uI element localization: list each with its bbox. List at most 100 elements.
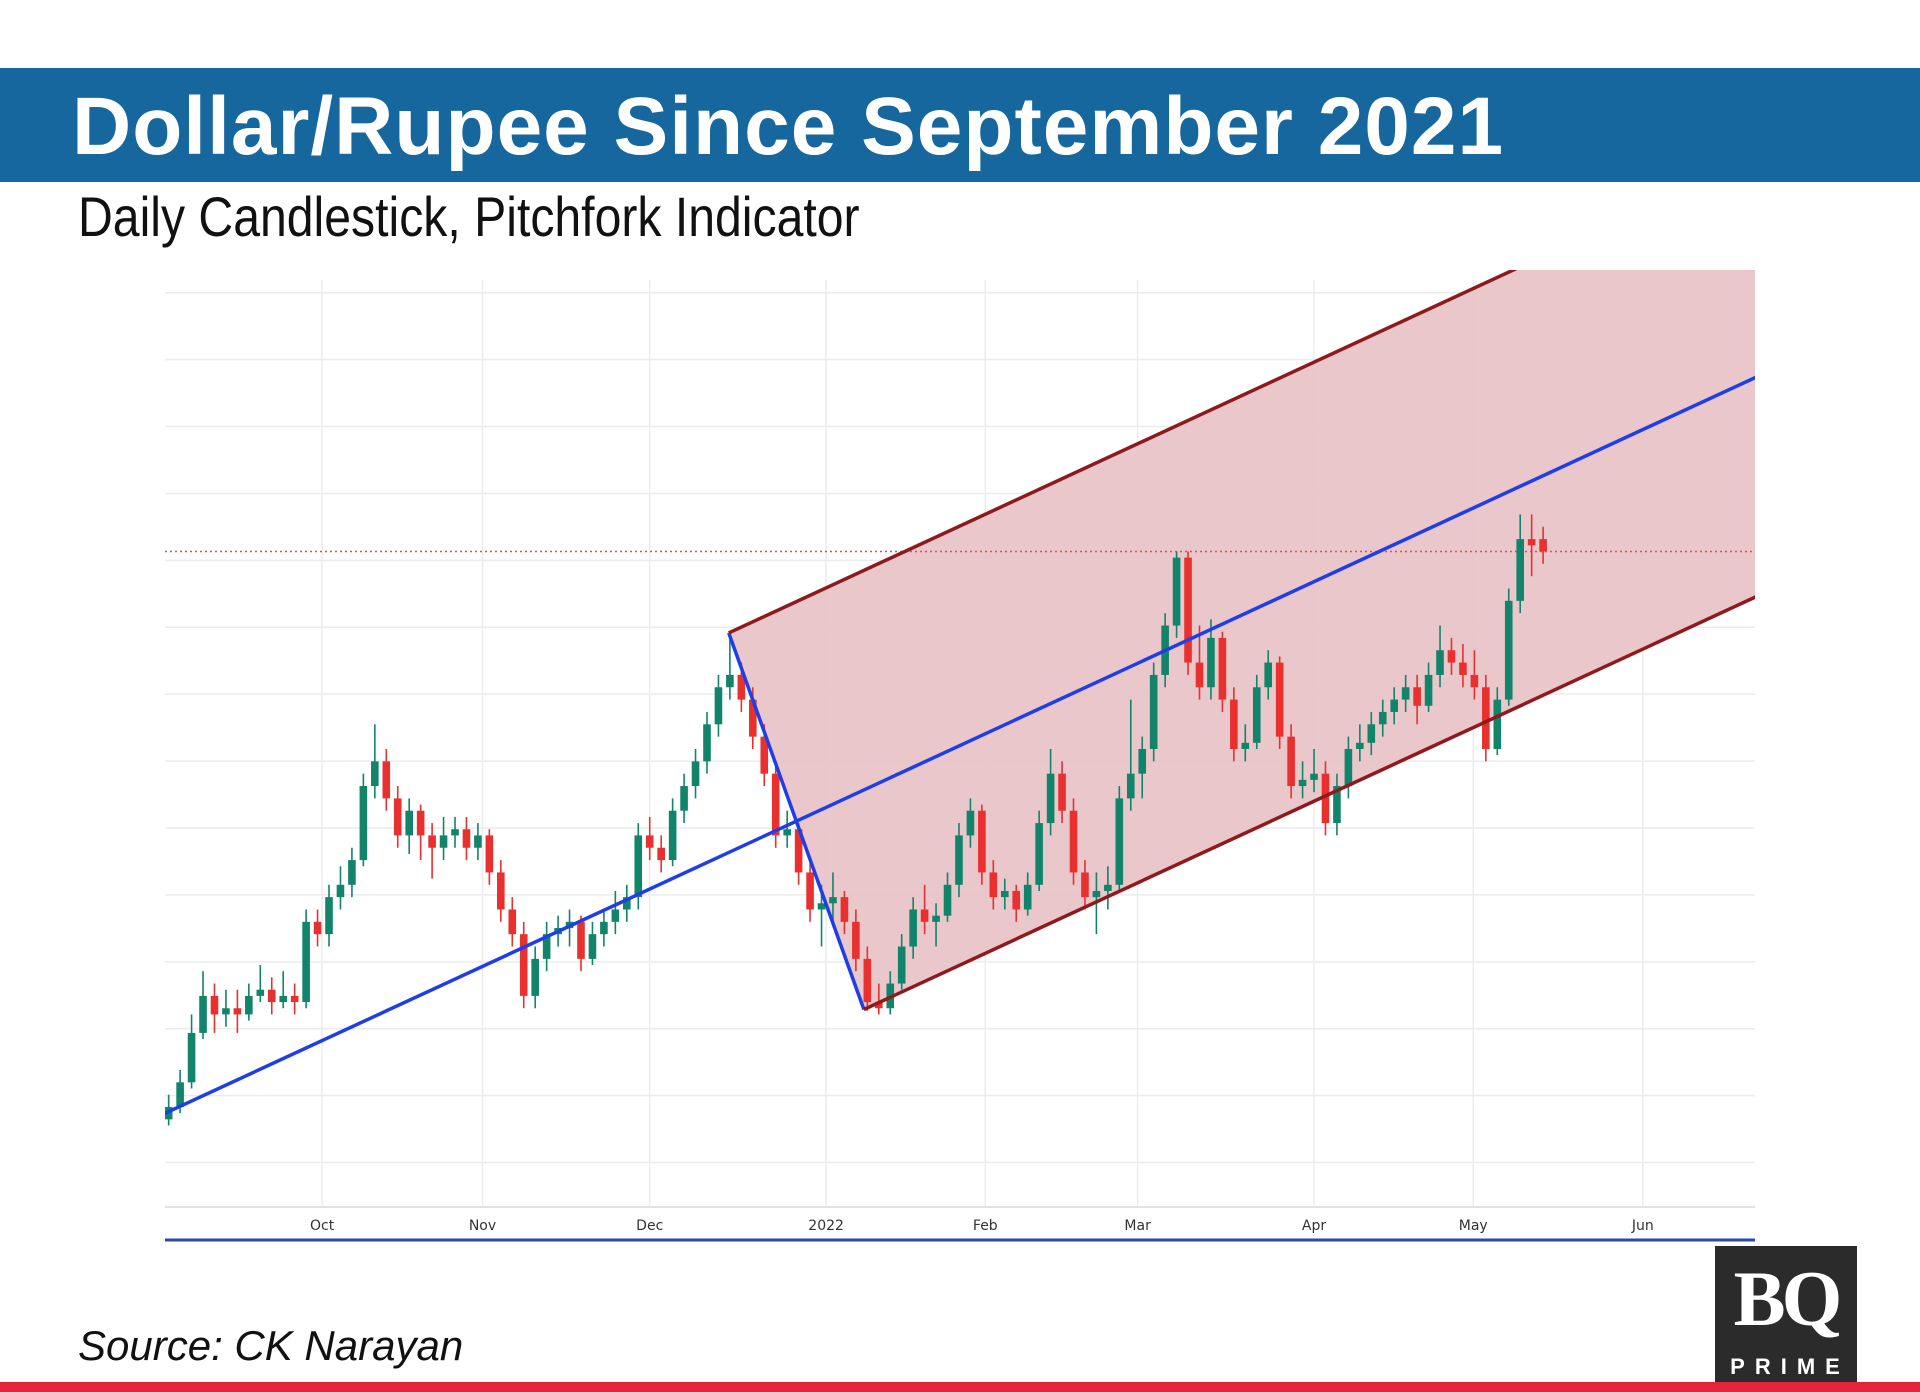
pitchfork-lines — [165, 270, 1755, 1115]
candle-down — [1195, 625, 1204, 700]
candle-up — [245, 983, 253, 1021]
candle-down — [519, 921, 528, 1009]
candle-up — [336, 866, 345, 910]
candle-body — [726, 674, 734, 688]
candle-body — [1356, 742, 1364, 749]
candle-body — [1207, 637, 1215, 688]
candle-body — [1539, 539, 1547, 552]
candle-body — [210, 995, 219, 1015]
candle-body — [1104, 884, 1112, 891]
candle-body — [611, 909, 620, 922]
candle-body — [1298, 779, 1307, 787]
candle-down — [874, 983, 883, 1015]
candle-body — [497, 872, 505, 910]
candle-body — [1126, 773, 1135, 799]
candle-up — [199, 971, 207, 1040]
candle-up — [1390, 687, 1399, 725]
candle-body — [451, 829, 459, 836]
candle-body — [577, 921, 585, 959]
candle-body — [325, 897, 333, 935]
candle-up — [1241, 724, 1250, 762]
candle-body — [737, 674, 746, 700]
candle-down — [840, 890, 849, 935]
candle-body — [290, 995, 299, 1003]
candle-body — [600, 921, 608, 935]
candle-up — [1264, 650, 1273, 700]
candle-body — [371, 761, 379, 787]
candle-up — [897, 934, 906, 990]
candle-up — [1310, 748, 1318, 793]
candle-down — [1069, 798, 1078, 885]
candle-body — [348, 860, 356, 885]
candle-body — [336, 884, 345, 898]
candle-body — [1333, 786, 1341, 824]
candle-body — [542, 934, 551, 959]
candle-body — [1035, 823, 1043, 885]
candle-down — [210, 983, 219, 1033]
candle-up — [1493, 687, 1502, 756]
candle-body — [1504, 600, 1513, 700]
candle-up — [680, 773, 688, 824]
candle-body — [233, 1008, 242, 1015]
candle-up — [600, 909, 608, 947]
candle-down — [1287, 724, 1295, 799]
candle-body — [1115, 798, 1124, 885]
candle-down — [1012, 884, 1021, 922]
candle-body — [794, 829, 803, 873]
candle-down — [1275, 656, 1284, 749]
candle-body — [623, 897, 631, 910]
candle-body — [657, 847, 665, 861]
candle-up — [187, 1014, 196, 1089]
candle-body — [714, 687, 723, 725]
candle-body — [245, 995, 253, 1015]
candle-up — [474, 823, 482, 861]
candle-up — [726, 632, 734, 700]
x-axis: SepOctNovDec2022FebMarAprMayJun — [130, 1205, 1755, 1245]
candle-body — [508, 909, 517, 935]
candle-body — [1447, 650, 1456, 663]
candle-up — [542, 921, 551, 972]
candle-down — [794, 823, 803, 885]
candle-body — [1470, 674, 1479, 688]
candle-up — [1104, 866, 1112, 910]
x-tick-label: Apr — [1302, 1218, 1326, 1234]
candle-body — [1275, 662, 1284, 737]
candle-up — [1023, 872, 1032, 916]
candle-body — [966, 810, 975, 836]
candle-body — [1172, 557, 1181, 626]
candle-body — [302, 921, 310, 1003]
candle-body — [519, 934, 528, 996]
candle-body — [943, 884, 952, 916]
candle-down — [428, 823, 436, 879]
candle-up — [1149, 662, 1158, 762]
candle-body — [1493, 699, 1502, 749]
candle-down — [852, 909, 860, 972]
candle-down — [290, 983, 299, 1015]
bottom-accent-bar — [0, 1382, 1920, 1392]
candle-body — [416, 810, 425, 836]
candle-down — [1459, 644, 1467, 688]
candle-down — [657, 835, 665, 873]
candle-body — [680, 786, 688, 811]
candle-up — [714, 674, 723, 737]
candle-body — [932, 915, 940, 922]
candle-down — [485, 829, 494, 885]
pitchfork-median-line — [165, 375, 1755, 1115]
candle-down — [1230, 687, 1238, 762]
candle-up — [531, 946, 539, 1009]
candle-body — [1459, 662, 1467, 675]
candle-up — [1115, 786, 1124, 891]
candle-down — [416, 804, 425, 861]
candle-body — [909, 909, 917, 947]
x-tick-label: Jun — [1631, 1218, 1654, 1234]
candle-up — [1516, 514, 1524, 614]
candle-body — [1344, 748, 1353, 787]
pitchfork-fill — [728, 270, 1755, 1010]
candle-body — [840, 897, 849, 922]
candle-body — [668, 810, 677, 861]
candle-body — [256, 989, 265, 996]
candle-down — [462, 816, 471, 861]
candle-up — [943, 872, 952, 922]
candle-body — [1287, 736, 1295, 787]
candle-up — [1298, 761, 1307, 799]
